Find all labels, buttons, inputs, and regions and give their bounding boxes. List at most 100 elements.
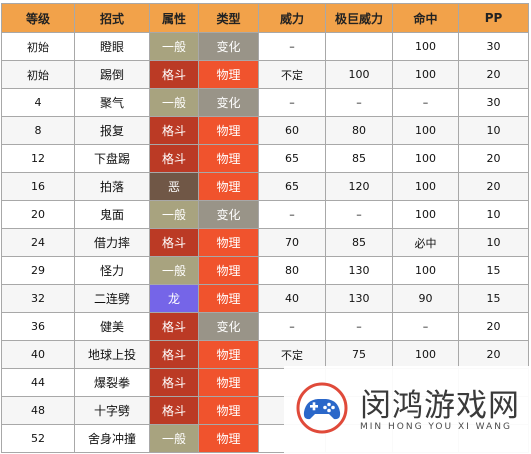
cell-type: 一般 <box>149 32 199 61</box>
cell-pp: 20 <box>458 340 529 369</box>
cell-move: 聚气 <box>74 88 150 117</box>
cell-category: 物理 <box>198 256 259 285</box>
cell-level: 20 <box>1 200 75 229</box>
table-row: 36 健美 格斗 变化 – – –20 <box>1 312 529 341</box>
cell-category: 物理 <box>198 284 259 313</box>
cell-move: 下盘踢 <box>74 144 150 173</box>
cell-power: 60 <box>258 116 326 145</box>
cell-max-power <box>325 32 393 61</box>
cell-pp: 20 <box>458 60 529 89</box>
cell-move: 十字劈 <box>74 396 150 425</box>
table-row: 29 怪力 一般 物理 80 130 100 15 <box>1 256 529 285</box>
header-pp[interactable]: PP <box>458 3 529 33</box>
table-row: 24 借力摔 格斗 物理 70 85 必中 10 <box>1 228 529 257</box>
cell-type: 一般 <box>149 424 199 453</box>
cell-move: 健美 <box>74 312 150 341</box>
cell-accuracy: 100 <box>392 340 459 369</box>
cell-move: 踢倒 <box>74 60 150 89</box>
moves-table: 等级 招式 属性 类型 威力 极巨威力 命中 PP 初始 瞪眼 一般 变化 –100 30… <box>1 3 529 453</box>
header-power[interactable]: 威力 <box>258 3 326 33</box>
cell-max-power: 85 <box>325 144 393 173</box>
table-row: 16 拍落恶物理 65 120 100 20 <box>1 172 529 201</box>
cell-type: 格斗 <box>149 340 199 369</box>
cell-power: 不定 <box>258 340 326 369</box>
cell-max-power: 75 <box>325 340 393 369</box>
cell-power: 65 <box>258 172 326 201</box>
cell-type: 格斗 <box>149 312 199 341</box>
cell-type: 格斗 <box>149 144 199 173</box>
cell-level: 52 <box>1 424 75 453</box>
cell-level: 12 <box>1 144 75 173</box>
cell-move: 爆裂拳 <box>74 368 150 397</box>
cell-pp: 20 <box>458 172 529 201</box>
cell-type: 格斗 <box>149 228 199 257</box>
header-move[interactable]: 招式 <box>74 3 150 33</box>
cell-pp: 20 <box>458 144 529 173</box>
cell-level: 44 <box>1 368 75 397</box>
cell-level: 初始 <box>1 32 75 61</box>
cell-power: 65 <box>258 144 326 173</box>
cell-category: 物理 <box>198 60 259 89</box>
cell-level: 4 <box>1 88 75 117</box>
cell-category: 物理 <box>198 116 259 145</box>
cell-category: 物理 <box>198 340 259 369</box>
cell-max-power: – <box>325 88 393 117</box>
table-row: 12 下盘踢 格斗 物理 65 85 100 20 <box>1 144 529 173</box>
cell-type: 一般 <box>149 200 199 229</box>
cell-move: 舍身冲撞 <box>74 424 150 453</box>
cell-category: 物理 <box>198 172 259 201</box>
cell-pp: 30 <box>458 32 529 61</box>
cell-power: 40 <box>258 284 326 313</box>
header-type[interactable]: 属性 <box>149 3 199 33</box>
cell-move: 瞪眼 <box>74 32 150 61</box>
cell-level: 32 <box>1 284 75 313</box>
header-max-power[interactable]: 极巨威力 <box>325 3 393 33</box>
cell-move: 怪力 <box>74 256 150 285</box>
cell-power: – <box>258 88 326 117</box>
cell-move: 拍落 <box>74 172 150 201</box>
cell-category: 变化 <box>198 88 259 117</box>
cell-level: 初始 <box>1 60 75 89</box>
cell-move: 报复 <box>74 116 150 145</box>
cell-type: 格斗 <box>149 60 199 89</box>
table-row: 40 地球上投 格斗 物理 不定 75 100 20 <box>1 340 529 369</box>
site-watermark: 闵鸿游戏网 MIN HONG YOU XI WANG <box>284 366 531 454</box>
cell-accuracy: 必中 <box>392 228 459 257</box>
cell-category: 变化 <box>198 312 259 341</box>
cell-level: 40 <box>1 340 75 369</box>
cell-move: 地球上投 <box>74 340 150 369</box>
cell-accuracy: – <box>392 88 459 117</box>
cell-accuracy: 100 <box>392 60 459 89</box>
cell-category: 物理 <box>198 368 259 397</box>
table-header-row: 等级 招式 属性 类型 威力 极巨威力 命中 PP <box>1 3 529 33</box>
cell-level: 48 <box>1 396 75 425</box>
cell-accuracy: – <box>392 312 459 341</box>
cell-level: 8 <box>1 116 75 145</box>
cell-accuracy: 100 <box>392 200 459 229</box>
moves-table-body: 初始 瞪眼 一般 变化 –100 30 初始 踢倒 格斗 物理 不定 100 100 20 4 聚气 一般 变化 –… <box>1 32 529 453</box>
cell-pp: 30 <box>458 88 529 117</box>
cell-pp: 15 <box>458 284 529 313</box>
cell-max-power: 120 <box>325 172 393 201</box>
cell-max-power: 130 <box>325 256 393 285</box>
table-row: 初始 瞪眼 一般 变化 – 100 30 <box>1 32 529 61</box>
cell-power: – <box>258 200 326 229</box>
table-row: 8 报复 格斗 物理 60 80 100 10 <box>1 116 529 145</box>
cell-type: 格斗 <box>149 368 199 397</box>
cell-max-power: 130 <box>325 284 393 313</box>
cell-level: 29 <box>1 256 75 285</box>
cell-pp: 10 <box>458 228 529 257</box>
cell-pp: 15 <box>458 256 529 285</box>
header-accuracy[interactable]: 命中 <box>392 3 459 33</box>
cell-category: 变化 <box>198 200 259 229</box>
cell-type: 格斗 <box>149 116 199 145</box>
header-level[interactable]: 等级 <box>1 3 75 33</box>
cell-accuracy: 100 <box>392 256 459 285</box>
header-category[interactable]: 类型 <box>198 3 259 33</box>
cell-accuracy: 100 <box>392 116 459 145</box>
cell-type: 龙 <box>149 284 199 313</box>
cell-accuracy: 100 <box>392 172 459 201</box>
cell-move: 鬼面 <box>74 200 150 229</box>
table-row: 32 二连劈龙物理 40 130 90 15 <box>1 284 529 313</box>
cell-type: 一般 <box>149 88 199 117</box>
